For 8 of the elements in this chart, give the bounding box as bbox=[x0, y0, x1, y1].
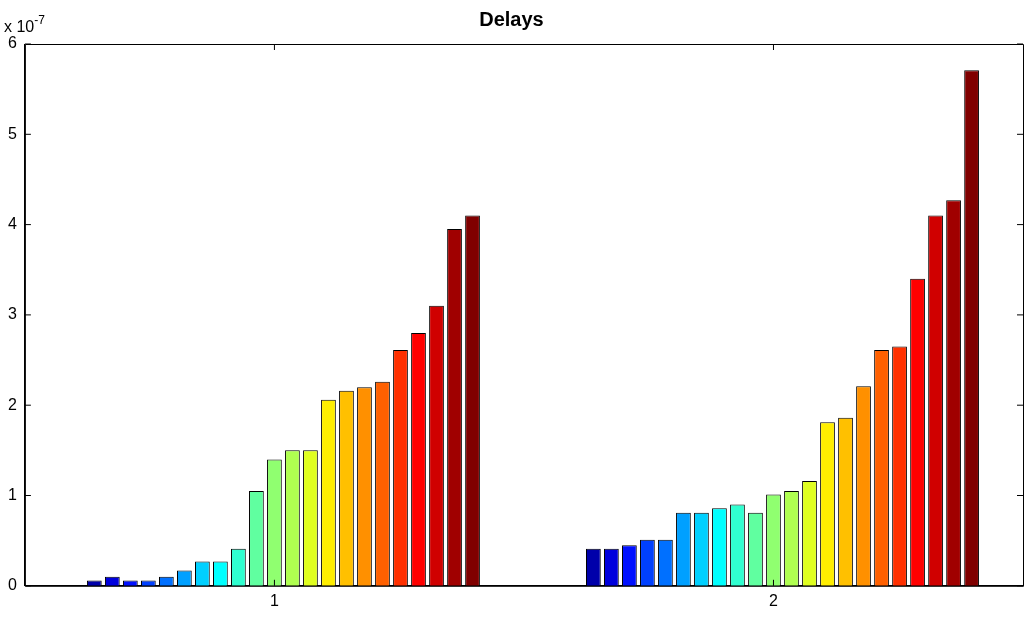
chart-title: Delays bbox=[479, 7, 544, 30]
y-tick-label: 4 bbox=[7, 215, 17, 233]
y-tick-label: 5 bbox=[7, 124, 17, 142]
y-tick-label: 1 bbox=[7, 485, 17, 503]
y-tick-label: 3 bbox=[7, 305, 17, 323]
y-tick-label: 2 bbox=[7, 395, 17, 413]
y-tick-label: 6 bbox=[7, 34, 17, 52]
y-tick-label: 0 bbox=[7, 576, 17, 594]
